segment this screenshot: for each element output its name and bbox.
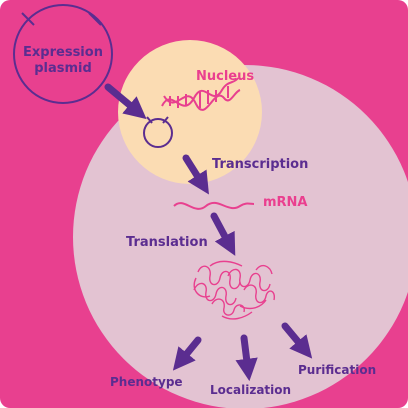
translation-label: Translation [126, 235, 208, 250]
localization-arrow [235, 334, 258, 382]
nucleus [118, 40, 262, 184]
nuclear-plasmid [143, 116, 173, 148]
mrna-label: mRNA [263, 195, 308, 210]
purification-arrow [281, 322, 313, 359]
dna-helix-icon [161, 77, 241, 111]
plasmid-label-line2: plasmid [34, 61, 92, 76]
translation-arrow [210, 212, 236, 256]
nucleus-label: Nucleus [196, 69, 254, 84]
protein-structure-icon [193, 260, 276, 320]
expression-plasmid: Expression plasmid [13, 4, 113, 104]
outcome-purification: Purification [298, 363, 376, 377]
transcription-label: Transcription [212, 157, 308, 172]
mrna-strand [173, 201, 255, 210]
plasmid-label-line1: Expression [23, 45, 103, 60]
entry-arrow [104, 83, 147, 120]
transcription-arrow [182, 154, 209, 195]
outcome-localization: Localization [210, 383, 291, 397]
phenotype-arrow [172, 336, 202, 371]
outcome-phenotype: Phenotype [110, 375, 183, 389]
